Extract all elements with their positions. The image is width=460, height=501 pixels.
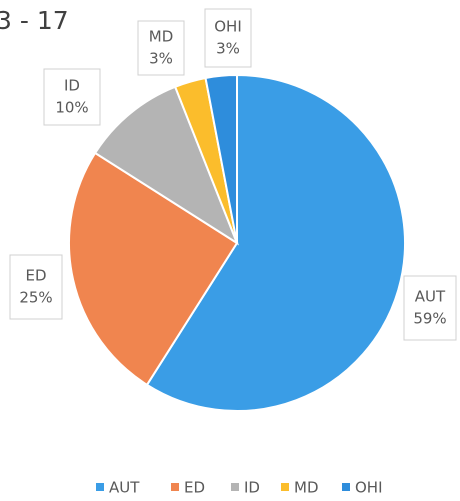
data-label-name: MD: [149, 28, 174, 46]
data-label-name: ID: [64, 77, 80, 95]
legend-label: ED: [184, 479, 205, 497]
legend-swatch: [96, 483, 104, 491]
label-box: [403, 275, 457, 341]
label-box: [204, 8, 252, 68]
pie-slice: [204, 73, 238, 244]
data-label: 3%: [216, 40, 240, 58]
data-label-name: OHI: [214, 18, 242, 36]
data-label-name: ED: [25, 267, 46, 285]
pie-slice: [93, 85, 240, 246]
chart-title: 3 - 17: [0, 6, 69, 35]
pie-slice: [68, 151, 239, 387]
label-box: [9, 254, 63, 320]
data-label: 25%: [19, 289, 52, 307]
legend-swatch: [231, 483, 239, 491]
data-label: 3%: [149, 50, 173, 68]
label-box: [43, 68, 101, 126]
data-label: 59%: [413, 310, 446, 328]
legend-label: OHI: [355, 479, 383, 497]
data-label-name: AUT: [415, 288, 446, 306]
pie-slice: [145, 73, 406, 412]
legend-label: MD: [294, 479, 319, 497]
data-label: 10%: [55, 99, 88, 117]
legend-swatch: [342, 483, 350, 491]
legend-label: ID: [244, 479, 260, 497]
legend-swatch: [171, 483, 179, 491]
legend-swatch: [281, 483, 289, 491]
label-box: [137, 20, 185, 76]
legend-label: AUT: [109, 479, 140, 497]
